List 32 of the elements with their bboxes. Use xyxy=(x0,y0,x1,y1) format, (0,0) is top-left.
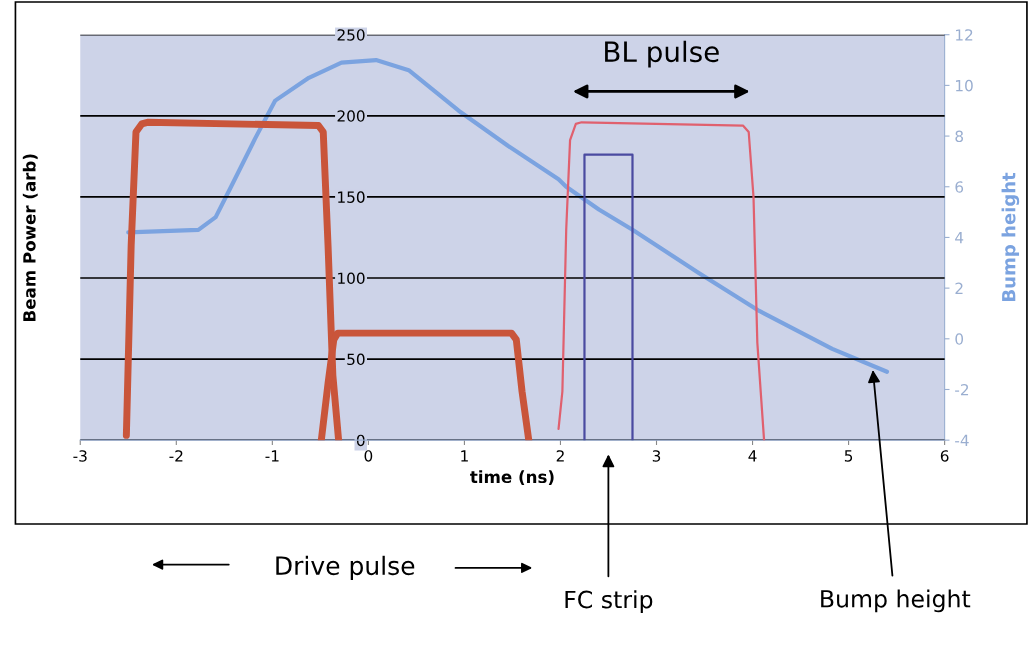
y2-tick-label: 10 xyxy=(956,79,973,92)
y2-tick-label: -2 xyxy=(955,383,969,396)
annotation: BL pulse xyxy=(605,40,719,68)
x-tick-label: 1 xyxy=(461,450,468,462)
y-tick-label: 50 xyxy=(347,353,365,366)
text: Drive pulse xyxy=(276,555,415,580)
y2-tick-label: -4 xyxy=(955,434,969,446)
y2-tick-label: 2 xyxy=(955,282,963,294)
y2-tick-label: 8 xyxy=(955,130,964,143)
y-tick-label: 0 xyxy=(356,434,365,447)
x-tick-label: 4 xyxy=(748,450,757,462)
y2-axis-title: Bump height xyxy=(1001,172,1020,301)
x-tick-label: 6 xyxy=(940,450,949,462)
y-tick-label: 250 xyxy=(337,29,365,41)
x-tick-label: 5 xyxy=(844,450,853,462)
y2-tick-label: 0 xyxy=(955,333,964,345)
text: FC strip xyxy=(565,590,653,614)
annotation: Bump height xyxy=(821,589,971,613)
y-tick-label: 150 xyxy=(338,191,365,203)
x-tick-label: 0 xyxy=(364,450,373,462)
x-tick-label: -2 xyxy=(169,450,183,462)
x-tick-label: 2 xyxy=(556,450,564,462)
y2-tick-label: 12 xyxy=(956,29,973,41)
x-tick-label: 3 xyxy=(652,450,661,462)
y2-tick-label: 4 xyxy=(955,232,964,244)
x-tick-label: -3 xyxy=(73,450,87,462)
y-tick-label: 200 xyxy=(337,110,365,122)
x-axis-title: time (ns) xyxy=(470,470,554,486)
y-tick-label: 100 xyxy=(338,272,365,284)
y2-tick-label: 6 xyxy=(955,181,964,193)
y-axis-title: Beam Power (arb) xyxy=(22,154,38,321)
x-tick-label: -1 xyxy=(265,450,279,462)
